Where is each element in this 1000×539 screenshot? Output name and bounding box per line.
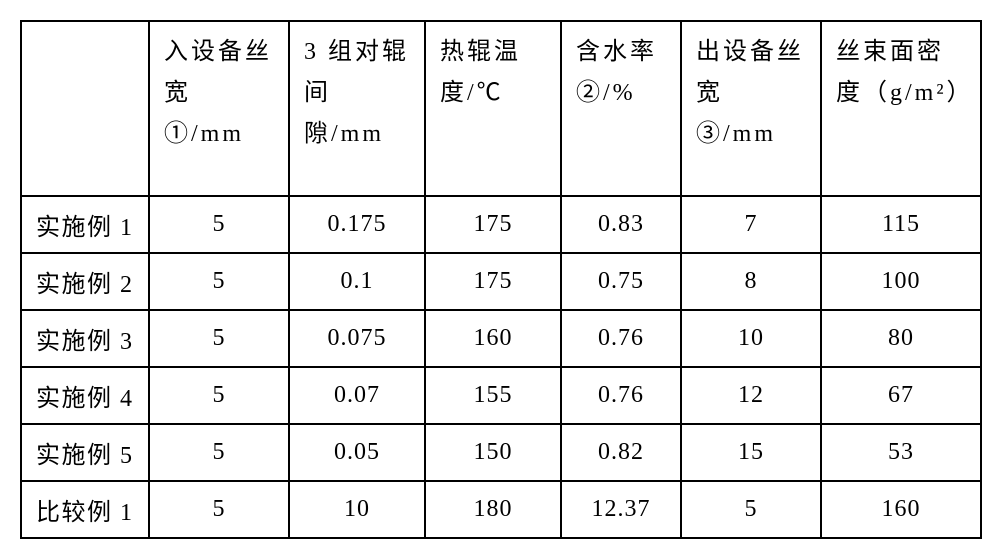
col-header-input-width: 入设备丝宽 ①/mm — [149, 21, 289, 196]
cell-value: 100 — [821, 253, 981, 310]
table-row: 实施例 2 5 0.1 175 0.75 8 100 — [21, 253, 981, 310]
row-label: 实施例 2 — [21, 253, 149, 310]
table-row: 比较例 1 5 10 180 12.37 5 160 — [21, 481, 981, 538]
cell-value: 0.07 — [289, 367, 425, 424]
cell-value: 53 — [821, 424, 981, 481]
cell-value: 0.1 — [289, 253, 425, 310]
cell-value: 80 — [821, 310, 981, 367]
cell-value: 155 — [425, 367, 561, 424]
table-row: 实施例 4 5 0.07 155 0.76 12 67 — [21, 367, 981, 424]
col-header-moisture: 含水率②/% — [561, 21, 681, 196]
cell-value: 10 — [681, 310, 821, 367]
row-label: 实施例 3 — [21, 310, 149, 367]
cell-value: 10 — [289, 481, 425, 538]
cell-value: 115 — [821, 196, 981, 253]
cell-value: 0.175 — [289, 196, 425, 253]
row-label: 实施例 4 — [21, 367, 149, 424]
cell-value: 15 — [681, 424, 821, 481]
cell-value: 0.76 — [561, 367, 681, 424]
cell-value: 160 — [821, 481, 981, 538]
table-row: 实施例 5 5 0.05 150 0.82 15 53 — [21, 424, 981, 481]
col-header-areal-density: 丝束面密度（g/m²） — [821, 21, 981, 196]
row-label: 比较例 1 — [21, 481, 149, 538]
cell-value: 0.05 — [289, 424, 425, 481]
col-header-output-width: 出设备丝宽 ③/mm — [681, 21, 821, 196]
cell-value: 5 — [149, 481, 289, 538]
cell-value: 0.76 — [561, 310, 681, 367]
cell-value: 160 — [425, 310, 561, 367]
table-row: 实施例 3 5 0.075 160 0.76 10 80 — [21, 310, 981, 367]
cell-value: 12.37 — [561, 481, 681, 538]
cell-value: 180 — [425, 481, 561, 538]
cell-value: 5 — [149, 253, 289, 310]
cell-value: 0.075 — [289, 310, 425, 367]
table-row: 实施例 1 5 0.175 175 0.83 7 115 — [21, 196, 981, 253]
row-label: 实施例 5 — [21, 424, 149, 481]
cell-value: 12 — [681, 367, 821, 424]
table-header-row: 入设备丝宽 ①/mm 3 组对辊间隙/mm 热辊温度/℃ 含水率②/% 出设备丝… — [21, 21, 981, 196]
cell-value: 5 — [149, 196, 289, 253]
cell-value: 0.75 — [561, 253, 681, 310]
cell-value: 8 — [681, 253, 821, 310]
cell-value: 5 — [149, 367, 289, 424]
cell-value: 5 — [681, 481, 821, 538]
cell-value: 175 — [425, 196, 561, 253]
experiment-data-table: 入设备丝宽 ①/mm 3 组对辊间隙/mm 热辊温度/℃ 含水率②/% 出设备丝… — [20, 20, 982, 539]
cell-value: 175 — [425, 253, 561, 310]
col-header-blank — [21, 21, 149, 196]
cell-value: 150 — [425, 424, 561, 481]
cell-value: 5 — [149, 424, 289, 481]
cell-value: 0.83 — [561, 196, 681, 253]
row-label: 实施例 1 — [21, 196, 149, 253]
cell-value: 5 — [149, 310, 289, 367]
col-header-hot-roll-temp: 热辊温度/℃ — [425, 21, 561, 196]
col-header-roller-gap: 3 组对辊间隙/mm — [289, 21, 425, 196]
cell-value: 67 — [821, 367, 981, 424]
cell-value: 0.82 — [561, 424, 681, 481]
cell-value: 7 — [681, 196, 821, 253]
